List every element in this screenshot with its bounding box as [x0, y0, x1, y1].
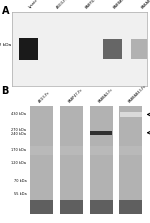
Bar — [60, 106, 83, 214]
Bar — [90, 131, 112, 135]
Bar — [119, 146, 142, 155]
Text: 170 kDa: 170 kDa — [11, 148, 26, 152]
Text: 55 kDa: 55 kDa — [14, 192, 26, 196]
Bar — [60, 146, 83, 155]
Text: BABAB43-Fc: BABAB43-Fc — [140, 0, 150, 9]
Text: BABP47-FC: BABP47-FC — [84, 0, 101, 9]
Text: BABBA3-FC: BABBA3-FC — [112, 0, 130, 9]
Text: 270 kDa: 270 kDa — [11, 128, 26, 132]
Text: 430 kDa: 430 kDa — [11, 112, 26, 116]
Text: 120 kDa: 120 kDa — [11, 161, 26, 165]
Bar — [131, 39, 150, 59]
Text: A4G3-Fc: A4G3-Fc — [56, 0, 70, 9]
Text: Lysate: Lysate — [28, 0, 39, 9]
Bar — [119, 200, 142, 214]
Bar — [90, 106, 113, 214]
Text: 522 kDa: 522 kDa — [0, 43, 11, 47]
Text: B: B — [2, 86, 9, 96]
Bar — [30, 200, 53, 214]
Text: BABP47-Fc: BABP47-Fc — [68, 88, 84, 104]
Text: 70 kDa: 70 kDa — [14, 179, 26, 183]
Bar — [103, 39, 122, 59]
Bar — [90, 200, 113, 214]
Bar — [30, 146, 53, 155]
Text: A: A — [2, 6, 9, 16]
Text: 240 kDa: 240 kDa — [11, 132, 26, 136]
Bar — [119, 106, 142, 214]
Bar — [90, 146, 113, 155]
Text: BABBA3-Fc: BABBA3-Fc — [98, 87, 114, 104]
Text: BABBAB43-Fc: BABBAB43-Fc — [127, 84, 147, 104]
Bar — [60, 200, 83, 214]
Text: A4G3-Fc: A4G3-Fc — [38, 91, 52, 104]
Bar — [30, 106, 53, 214]
Bar — [19, 38, 38, 60]
Bar — [120, 112, 142, 117]
